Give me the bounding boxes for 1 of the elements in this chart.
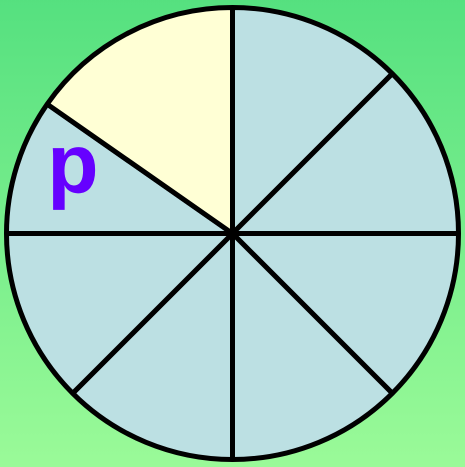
slice-label: p [47,116,99,210]
